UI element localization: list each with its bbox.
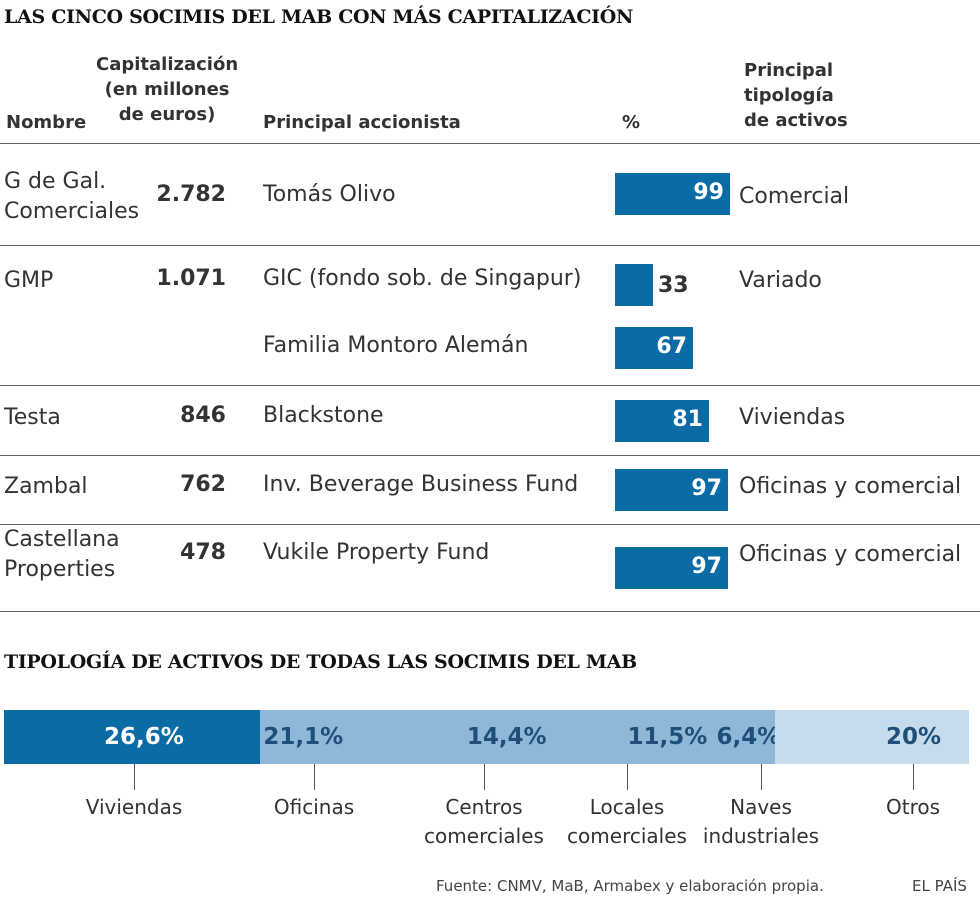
category-label-line: comerciales	[567, 824, 687, 848]
header-tipologia: Principal tipología de activos	[744, 58, 848, 133]
pct-bar	[615, 469, 728, 511]
row-accionista: Inv. Beverage Business Fund	[263, 472, 579, 497]
category-label: Naves industriales	[681, 793, 841, 851]
header-divider	[0, 143, 980, 144]
row-capitalizacion: 762	[180, 472, 226, 497]
row-capitalizacion: 1.071	[156, 266, 226, 291]
row-tipologia: Comercial	[739, 184, 850, 209]
segment-value-label: 11,5%	[627, 724, 708, 750]
category-label-line: Locales	[589, 795, 665, 819]
category-label-line: Oficinas	[273, 795, 355, 819]
row-capitalizacion: 478	[180, 540, 226, 565]
category-tick	[484, 764, 485, 790]
row-accionista: Vukile Property Fund	[263, 540, 490, 565]
category-label-line: industriales	[702, 824, 820, 848]
pct-bar	[615, 400, 709, 442]
category-label: Locales comerciales	[547, 793, 707, 851]
header-pct: %	[622, 112, 641, 133]
pct-bar	[615, 547, 728, 589]
segment-value-label: 26,6%	[104, 724, 184, 750]
pct-bar-label: 33	[658, 273, 689, 298]
pct-bar-label: 97	[691, 476, 722, 501]
segment-value-label: 6,4%	[716, 724, 781, 750]
row-capitalizacion: 2.782	[156, 182, 226, 207]
row-name: Comerciales	[4, 199, 140, 224]
row-name: Testa	[4, 405, 61, 430]
row-name: GMP	[4, 268, 54, 293]
pct-bar-label: 81	[672, 407, 703, 432]
row-divider	[0, 524, 980, 525]
stacked-segment	[713, 710, 776, 764]
source-note: Fuente: CNMV, MaB, Armabex y elaboración…	[436, 877, 824, 895]
stacked-segment	[602, 710, 715, 764]
brand-logo: EL PAÍS	[912, 877, 967, 895]
header-tip-line2: tipología	[744, 85, 834, 106]
category-label-line: Otros	[885, 795, 941, 819]
row-tipologia: Viviendas	[739, 405, 846, 430]
category-label-line: Viviendas	[85, 795, 183, 819]
row-divider	[0, 611, 980, 612]
chart-title: LAS CINCO SOCIMIS DEL MAB CON MÁS CAPITA…	[4, 6, 634, 28]
stacked-segment	[775, 710, 969, 764]
category-tick	[761, 764, 762, 790]
category-tick	[314, 764, 315, 790]
row-name: Castellana	[4, 527, 120, 552]
row-name: G de Gal.	[4, 169, 107, 194]
category-label-line: comerciales	[424, 824, 544, 848]
row-divider	[0, 385, 980, 386]
header-cap-line3: de euros)	[118, 104, 216, 125]
pct-bar	[615, 264, 653, 306]
chart-title-2: TIPOLOGÍA DE ACTIVOS DE TODAS LAS SOCIMI…	[4, 651, 637, 673]
row-name: Properties	[4, 557, 116, 582]
segment-value-label: 21,1%	[263, 724, 344, 750]
header-capitalizacion: Capitalización (en millones de euros)	[96, 52, 238, 127]
category-tick	[134, 764, 135, 790]
header-cap-line1: Capitalización	[96, 54, 239, 75]
segment-value-label: 14,4%	[466, 724, 547, 750]
pct-bar-label: 97	[691, 554, 722, 579]
row-capitalizacion: 846	[180, 403, 226, 428]
row-divider	[0, 245, 980, 246]
category-label: Oficinas	[234, 793, 394, 822]
category-label: Viviendas	[54, 793, 214, 822]
row-accionista: Familia Montoro Alemán	[263, 333, 529, 358]
category-label-line: Naves	[730, 795, 792, 819]
stacked-segment	[260, 710, 465, 764]
pct-bar-label: 67	[656, 334, 687, 359]
pct-bar-label: 99	[693, 180, 724, 205]
category-label-line: Centros	[445, 795, 523, 819]
category-tick	[913, 764, 914, 790]
row-tipologia: Oficinas y comercial	[739, 542, 962, 567]
stacked-segment	[463, 710, 604, 764]
row-accionista: Blackstone	[263, 403, 384, 428]
stacked-segment	[4, 710, 261, 764]
header-nombre: Nombre	[6, 112, 87, 133]
category-label: Centros comerciales	[404, 793, 564, 851]
header-tip-line1: Principal	[744, 60, 834, 81]
header-accionista: Principal accionista	[263, 112, 461, 133]
row-divider	[0, 455, 980, 456]
row-tipologia: Variado	[739, 268, 822, 293]
row-tipologia: Oficinas y comercial	[739, 474, 962, 499]
category-tick	[627, 764, 628, 790]
segment-value-label: 20%	[886, 724, 942, 750]
row-name: Zambal	[4, 474, 88, 499]
category-label: Otros	[833, 793, 980, 822]
header-cap-line2: (en millones	[104, 79, 230, 100]
row-accionista: Tomás Olivo	[263, 182, 396, 207]
row-accionista: GIC (fondo sob. de Singapur)	[263, 266, 582, 291]
pct-bar	[615, 327, 693, 369]
pct-bar	[615, 173, 730, 215]
header-tip-line3: de activos	[744, 110, 848, 131]
